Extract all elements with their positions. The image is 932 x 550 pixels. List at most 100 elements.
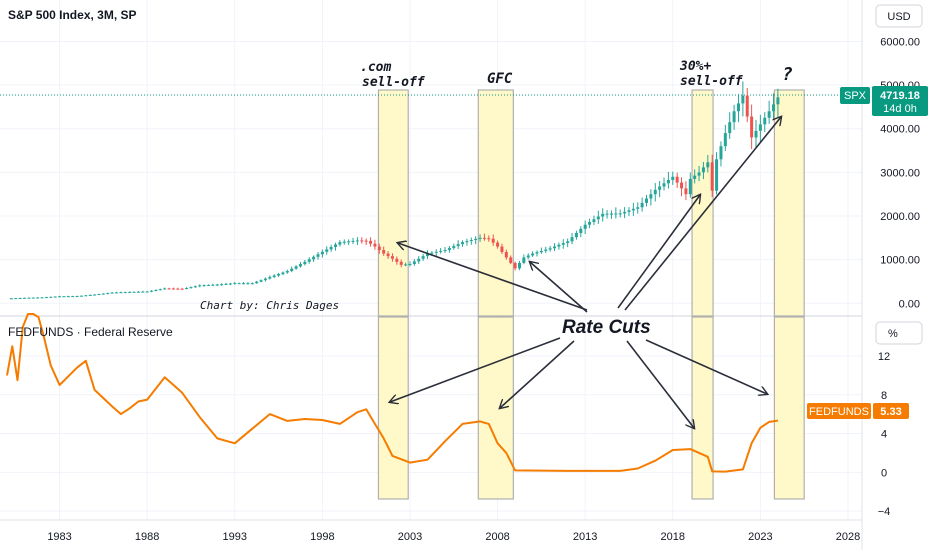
candle-body	[701, 167, 705, 173]
price-tick-label: 2000.00	[880, 211, 920, 223]
candle-body	[706, 162, 710, 168]
candle-body	[119, 292, 123, 294]
candle-body	[592, 219, 596, 222]
candle-body	[662, 183, 666, 187]
candle-body	[163, 288, 167, 290]
currency-button[interactable]: USD	[875, 4, 923, 28]
candle-body	[31, 297, 35, 299]
spx-title: S&P 500 Index, 3M, SP	[8, 8, 137, 22]
candle-body	[531, 253, 535, 256]
candle-body	[776, 97, 780, 105]
fedfunds-badge-value: 5.33	[880, 406, 901, 418]
candle-body	[618, 213, 622, 215]
annotation-dotcom-line2: sell-off	[362, 75, 426, 90]
candle-body	[658, 186, 662, 190]
candle-body	[754, 130, 758, 138]
time-tick-label: 2023	[748, 531, 772, 543]
unit-button[interactable]: %	[875, 321, 923, 345]
candle-body	[553, 246, 557, 249]
candle-body	[206, 284, 210, 286]
candle-body	[561, 243, 565, 245]
price-tick-label: 0.00	[899, 298, 920, 310]
spx-countdown: 14d 0h	[883, 103, 917, 115]
annotation-arrows	[390, 117, 781, 428]
time-tick-label: 1993	[223, 531, 247, 543]
candle-body	[233, 283, 237, 285]
candle-body	[360, 240, 364, 242]
time-tick-label: 2003	[398, 531, 422, 543]
candle-body	[351, 240, 355, 242]
candle-body	[509, 257, 513, 263]
candle-body	[614, 213, 618, 215]
candle-body	[382, 250, 386, 254]
candle-body	[745, 95, 749, 117]
candle-body	[758, 124, 762, 131]
currency-label: USD	[887, 11, 910, 23]
candle-body	[224, 283, 228, 285]
candle-body	[526, 255, 530, 258]
candle-body	[645, 198, 648, 203]
time-tick-label: 1998	[310, 531, 334, 543]
candle-body	[693, 175, 697, 179]
candle-body	[136, 291, 140, 293]
highlight-band-top	[691, 89, 714, 317]
candle-body	[732, 111, 736, 123]
candle-body	[255, 281, 259, 284]
candle-body	[627, 210, 631, 212]
candle-body	[671, 176, 675, 180]
candle-body	[355, 240, 359, 242]
time-tick-label: 1988	[135, 531, 159, 543]
spx-symbol-label: SPX	[844, 90, 867, 102]
candle-body	[347, 241, 351, 243]
candle-body	[303, 261, 307, 265]
candle-body	[574, 233, 578, 238]
candle-body	[631, 208, 635, 211]
candle-body	[145, 291, 149, 293]
candle-body	[583, 224, 587, 229]
fedfunds-axis-ticks: 12 8 4 0 −4	[878, 351, 891, 518]
candle-body	[504, 252, 508, 258]
arrow-to-2019-cut	[626, 340, 694, 428]
candle-body	[404, 264, 408, 266]
candle-body	[9, 298, 13, 300]
candle-body	[736, 103, 740, 112]
candle-body	[487, 238, 491, 240]
rate-tick-label: 8	[881, 390, 887, 402]
annotation-rate-cuts: Rate Cuts	[562, 317, 651, 338]
rate-tick-label: 4	[881, 429, 887, 441]
candle-body	[636, 207, 640, 209]
candle-body	[338, 242, 342, 245]
candle-body	[88, 294, 92, 296]
candle-body	[588, 222, 592, 225]
candle-body	[202, 285, 206, 287]
candle-body	[544, 249, 548, 251]
candle-body	[548, 248, 552, 250]
candle-body	[75, 296, 79, 298]
candle-body	[369, 240, 373, 244]
candle-body	[474, 238, 478, 240]
candle-body	[364, 240, 368, 242]
candle-body	[666, 180, 670, 184]
highlight-band-top	[773, 89, 805, 317]
candle-body	[377, 246, 381, 251]
price-tick-label: 4000.00	[880, 124, 920, 136]
candle-body	[176, 288, 180, 290]
candle-body	[697, 172, 701, 176]
candle-body	[115, 292, 119, 294]
candle-body	[750, 116, 754, 138]
spx-price-badge: SPX 4719.18 14d 0h	[840, 86, 928, 116]
candle-body	[439, 250, 443, 252]
candle-body	[128, 291, 132, 293]
spx-last-value: 4719.18	[880, 90, 920, 102]
chart-credit: Chart by: Chris Dages	[200, 299, 339, 312]
annotation-covid-line2: sell-off	[680, 74, 744, 89]
candle-body	[334, 244, 338, 247]
candle-body	[399, 261, 403, 265]
candle-body	[84, 295, 88, 297]
candle-body	[412, 261, 416, 264]
candle-body	[101, 293, 105, 295]
candle-body	[110, 292, 114, 294]
candle-body	[246, 283, 250, 285]
candle-body	[443, 250, 447, 252]
